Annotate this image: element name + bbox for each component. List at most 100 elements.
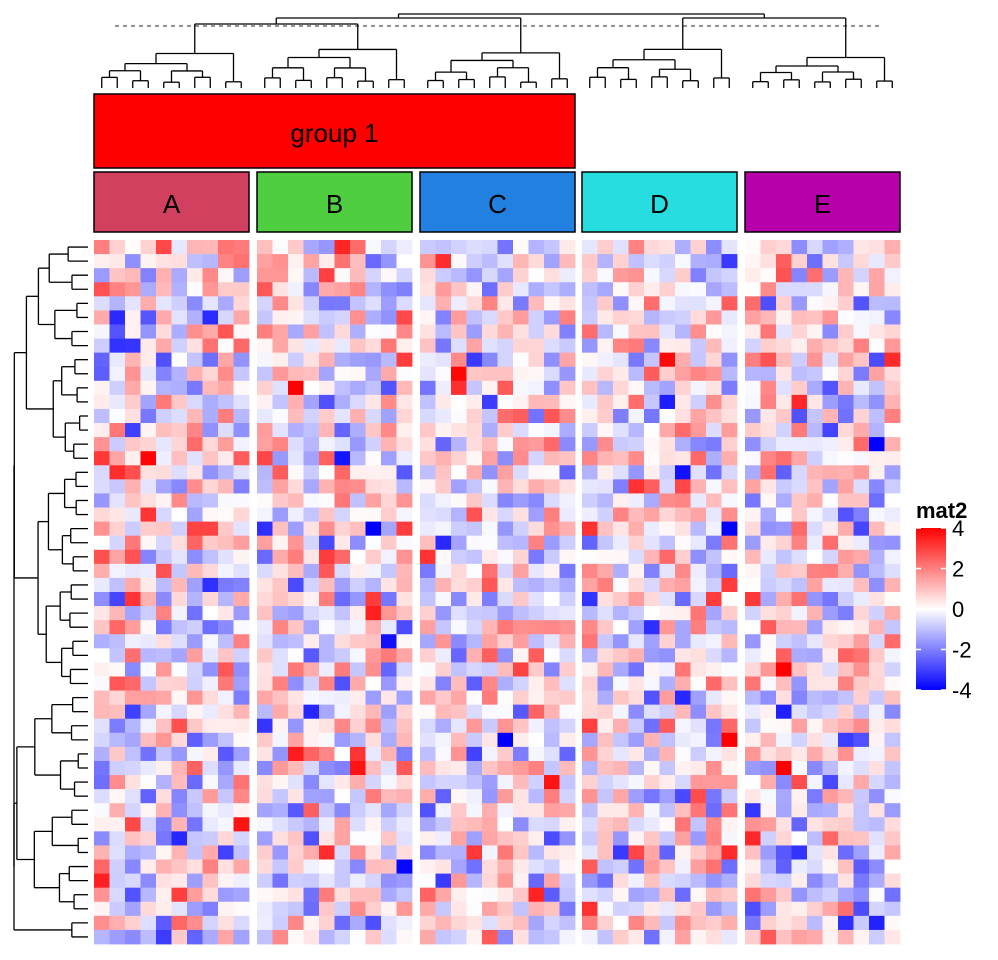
heatmap-cell: [853, 901, 870, 917]
heatmap-cell: [365, 648, 382, 663]
heatmap-cell: [544, 775, 560, 790]
heatmap-cell: [869, 465, 885, 480]
heatmap-cell: [396, 366, 413, 382]
heatmap-cell: [109, 634, 126, 649]
heatmap-cell: [760, 746, 777, 762]
heatmap-cell: [628, 746, 645, 762]
heatmap-cell: [187, 324, 203, 339]
heatmap-cell: [582, 549, 598, 565]
heatmap-cell: [420, 775, 436, 790]
heatmap-cell: [613, 690, 629, 706]
heatmap-cell: [435, 915, 452, 931]
heatmap-cell: [853, 760, 870, 776]
heatmap-cell: [869, 549, 885, 565]
heatmap-cell: [482, 859, 498, 874]
heatmap-cell: [613, 803, 629, 818]
heatmap-cell: [613, 831, 629, 846]
heatmap-cell: [288, 479, 304, 494]
heatmap-cell: [257, 338, 273, 354]
heatmap-cell: [303, 690, 320, 706]
heatmap-cell: [319, 521, 335, 537]
heatmap-cell: [451, 760, 467, 776]
heatmap-cell: [659, 859, 676, 874]
heatmap-cell: [559, 437, 576, 452]
heatmap-cell: [109, 789, 126, 804]
heatmap-cell: [721, 606, 738, 621]
heatmap-cell: [884, 648, 901, 663]
heatmap-cell: [187, 479, 203, 494]
heatmap-cell: [94, 240, 110, 255]
heatmap-cell: [659, 803, 676, 818]
heatmap-cell: [365, 929, 382, 945]
heatmap-cell: [791, 732, 808, 748]
heatmap-cell: [582, 268, 598, 283]
heatmap-cell: [838, 746, 854, 762]
heatmap-cell: [659, 676, 676, 691]
heatmap-cell: [420, 437, 436, 452]
heatmap-cell: [644, 521, 660, 537]
heatmap-cell: [884, 690, 901, 706]
heatmap-cell: [451, 324, 467, 339]
heatmap-cell: [466, 394, 483, 410]
heatmap-cell: [420, 563, 436, 579]
heatmap-cell: [822, 563, 839, 579]
heatmap-cell: [513, 648, 529, 663]
heatmap-cell: [513, 493, 529, 508]
heatmap-cell: [171, 859, 188, 874]
heatmap-cell: [760, 732, 777, 748]
heatmap-cell: [94, 803, 110, 818]
heatmap-cell: [350, 887, 366, 903]
heatmap-cell: [451, 690, 467, 706]
heatmap-cell: [350, 732, 366, 748]
heatmap-cell: [451, 521, 467, 537]
heatmap-cell: [303, 451, 320, 466]
heatmap-cell: [659, 592, 676, 607]
heatmap-cell: [109, 831, 126, 846]
heatmap-cell: [94, 380, 110, 396]
heatmap-cell: [466, 887, 483, 903]
heatmap-cell: [319, 620, 335, 635]
heatmap-cell: [218, 282, 234, 297]
heatmap-cell: [109, 310, 126, 325]
heatmap-cell: [690, 521, 707, 537]
heatmap-cell: [721, 592, 738, 607]
heatmap-cell: [435, 282, 452, 297]
heatmap-cell: [451, 718, 467, 734]
heatmap-cell: [807, 845, 823, 860]
heatmap-cell: [559, 732, 576, 748]
heatmap-cell: [544, 760, 560, 776]
heatmap-cell: [466, 662, 483, 677]
heatmap-cell: [869, 423, 885, 438]
heatmap-cell: [659, 760, 676, 776]
heatmap-cell: [597, 493, 614, 508]
heatmap-cell: [675, 254, 691, 269]
heatmap-cell: [381, 915, 397, 931]
heatmap-cell: [745, 451, 761, 466]
heatmap-cell: [745, 873, 761, 889]
heatmap-cell: [822, 296, 839, 311]
heatmap-cell: [597, 859, 614, 874]
heatmap-cell: [420, 521, 436, 537]
heatmap-cell: [272, 760, 289, 776]
heatmap-cell: [497, 324, 514, 339]
heatmap-cell: [644, 296, 660, 311]
heatmap-cell: [822, 901, 839, 917]
heatmap-cell: [706, 662, 722, 677]
heatmap-cell: [721, 451, 738, 466]
heatmap-cell: [202, 676, 219, 691]
heatmap-cell: [303, 817, 320, 832]
heatmap-cell: [528, 408, 545, 424]
heatmap-cell: [466, 535, 483, 551]
heatmap-cell: [597, 718, 614, 734]
heatmap-cell: [497, 662, 514, 677]
heatmap-cell: [659, 437, 676, 452]
heatmap-cell: [791, 760, 808, 776]
heatmap-cell: [94, 929, 110, 945]
heatmap-cell: [257, 310, 273, 325]
heatmap-cell: [272, 338, 289, 354]
heatmap-cell: [202, 296, 219, 311]
heatmap-cell: [334, 915, 351, 931]
heatmap-cell: [853, 648, 870, 663]
heatmap-cell: [466, 507, 483, 522]
heatmap-cell: [187, 648, 203, 663]
